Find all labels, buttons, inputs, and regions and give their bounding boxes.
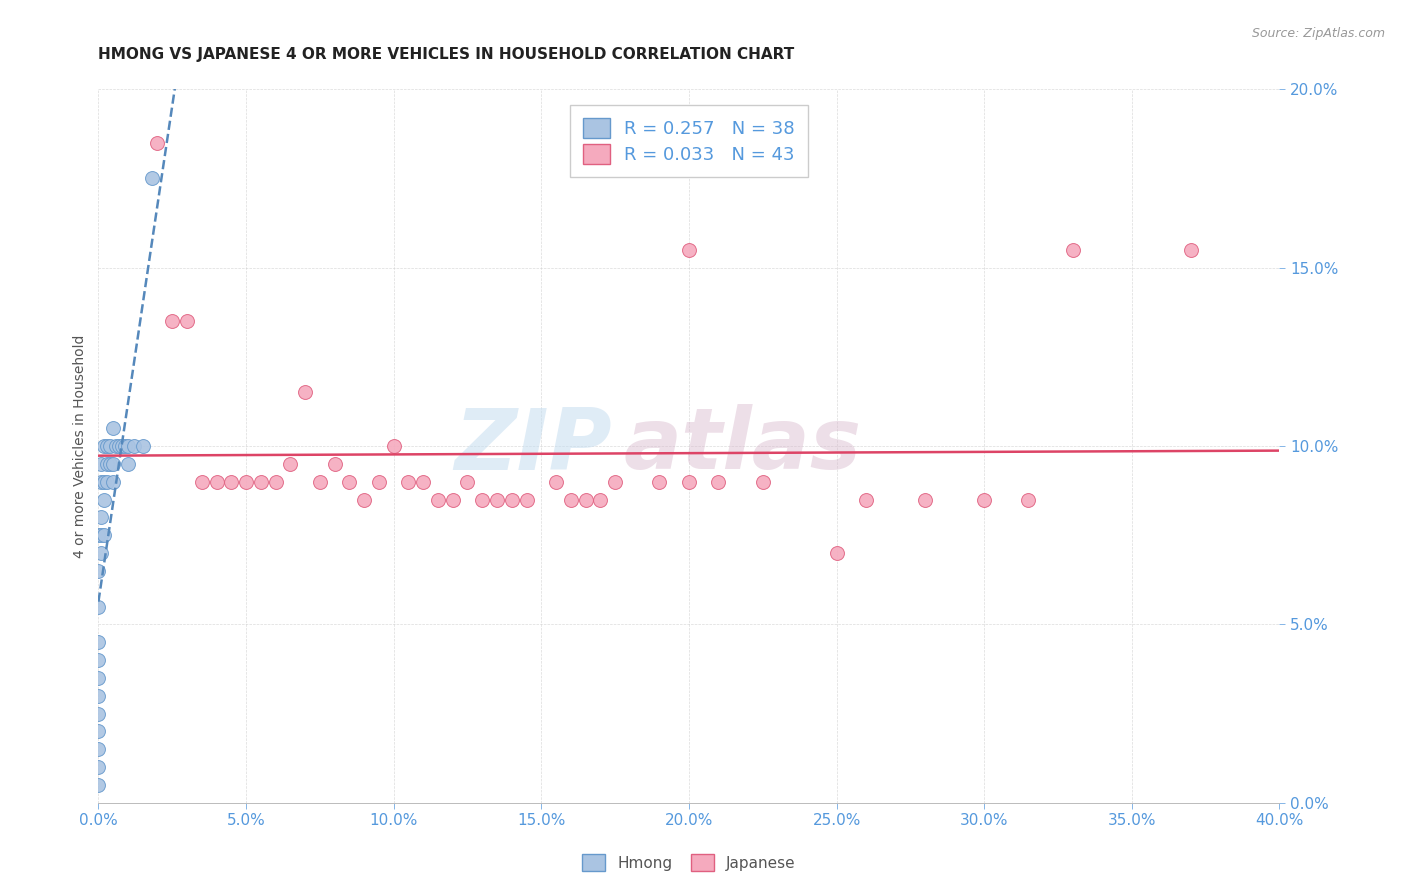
Point (87, 599, 110, 614)
Point (471, 492, 494, 507)
Point (648, 475, 671, 489)
Point (337, 475, 360, 489)
Point (368, 475, 391, 489)
Point (278, 457, 302, 471)
Text: HMONG VS JAPANESE 4 OR MORE VEHICLES IN HOUSEHOLD CORRELATION CHART: HMONG VS JAPANESE 4 OR MORE VEHICLES IN … (98, 47, 794, 62)
Point (87, 653, 110, 667)
Point (96, 475, 118, 489)
Point (1062, 243, 1084, 257)
Point (707, 475, 730, 489)
Point (87, 724, 110, 739)
Point (87, 760, 110, 774)
Point (87, 564, 110, 578)
Point (93, 528, 115, 542)
Point (141, 171, 163, 186)
Point (486, 492, 509, 507)
Point (309, 475, 332, 489)
Point (825, 546, 848, 560)
Point (87, 528, 110, 542)
Point (353, 492, 375, 507)
Point (103, 421, 125, 435)
Point (235, 475, 257, 489)
Point (751, 475, 773, 489)
Point (93, 439, 115, 453)
Point (205, 475, 228, 489)
Point (396, 475, 419, 489)
Point (250, 475, 273, 489)
Point (87, 706, 110, 721)
Point (427, 492, 450, 507)
Legend: Hmong, Japanese: Hmong, Japanese (576, 848, 801, 877)
Text: ZIP: ZIP (454, 404, 612, 488)
Point (90, 510, 112, 524)
Point (90, 546, 112, 560)
Point (108, 439, 131, 453)
Y-axis label: 4 or more Vehicles in Household: 4 or more Vehicles in Household (73, 334, 87, 558)
Point (90, 457, 112, 471)
Point (441, 492, 464, 507)
Point (412, 475, 434, 489)
Point (103, 457, 125, 471)
Point (117, 457, 139, 471)
Point (87, 778, 110, 792)
Point (219, 475, 242, 489)
Point (146, 136, 169, 150)
Point (1180, 243, 1202, 257)
Point (574, 492, 596, 507)
Point (162, 314, 183, 328)
Point (456, 475, 478, 489)
Point (87, 635, 110, 649)
Point (560, 492, 582, 507)
Point (87, 689, 110, 703)
Point (605, 475, 627, 489)
Point (1017, 492, 1039, 507)
Point (382, 439, 405, 453)
Point (96, 457, 118, 471)
Point (515, 492, 537, 507)
Point (323, 457, 346, 471)
Point (98, 439, 121, 453)
Point (105, 439, 128, 453)
Point (191, 475, 214, 489)
Point (98, 457, 121, 471)
Point (678, 243, 700, 257)
Point (103, 475, 125, 489)
Point (973, 492, 995, 507)
Point (122, 439, 145, 453)
Point (544, 475, 567, 489)
Point (90, 528, 112, 542)
Point (111, 439, 134, 453)
Point (294, 385, 316, 400)
Point (87, 671, 110, 685)
Point (117, 439, 139, 453)
Point (114, 439, 136, 453)
Point (589, 492, 612, 507)
Point (96, 439, 118, 453)
Text: Source: ZipAtlas.com: Source: ZipAtlas.com (1251, 27, 1385, 40)
Point (93, 492, 115, 507)
Point (914, 492, 936, 507)
Point (132, 439, 155, 453)
Point (678, 475, 700, 489)
Point (855, 492, 877, 507)
Point (264, 475, 287, 489)
Point (90, 475, 112, 489)
Point (176, 314, 198, 328)
Point (93, 475, 115, 489)
Text: atlas: atlas (624, 404, 862, 488)
Point (87, 742, 110, 756)
Point (501, 492, 523, 507)
